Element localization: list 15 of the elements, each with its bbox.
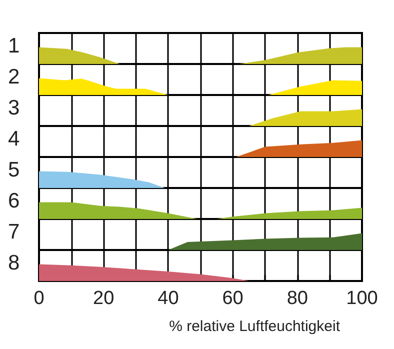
y-axis-title: 8	[8, 252, 20, 274]
y-axis-title: 4	[8, 128, 20, 150]
y-axis-title: 1	[8, 34, 20, 58]
y-axis-title: 2	[8, 66, 20, 88]
y-axis-title: 3	[8, 96, 20, 120]
x-axis-title: % relative Luftfeuchtigkeit	[169, 318, 341, 335]
y-axis-title: 7	[8, 220, 20, 244]
y-axis-title: 6	[8, 190, 20, 212]
x-tick-label: 60	[222, 288, 244, 309]
x-tick-label: 20	[93, 288, 114, 309]
x-tick-label: 0	[34, 288, 44, 309]
y-axis-title: 5	[8, 158, 20, 182]
x-tick-label: 80	[286, 288, 308, 309]
x-tick-label: 100	[346, 288, 378, 309]
x-tick-label: 40	[158, 288, 179, 309]
